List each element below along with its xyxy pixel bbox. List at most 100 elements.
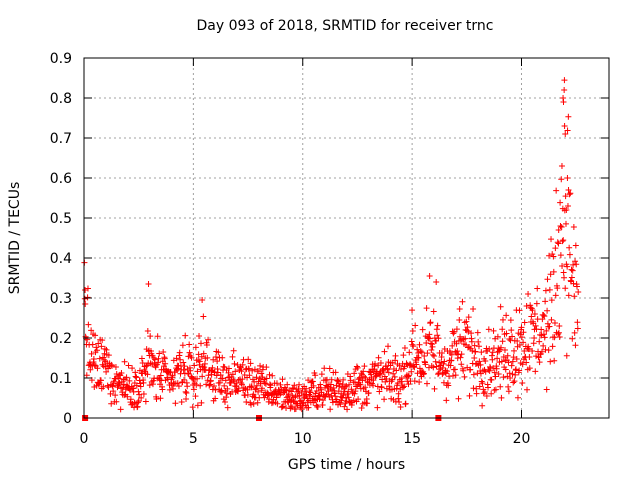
data-point (333, 396, 340, 403)
data-point (551, 357, 558, 364)
data-point (460, 367, 467, 374)
data-point (195, 357, 202, 364)
data-point (214, 369, 221, 376)
data-point (94, 365, 101, 372)
data-point (201, 360, 208, 367)
data-point (224, 385, 231, 392)
data-point (549, 343, 556, 350)
data-point (377, 359, 384, 366)
data-point (433, 279, 440, 285)
data-point (560, 99, 567, 105)
data-point (142, 398, 149, 405)
data-point (432, 358, 439, 365)
data-point (239, 361, 246, 368)
data-point (518, 324, 525, 331)
data-point (360, 368, 367, 375)
data-point (554, 285, 561, 292)
data-point (250, 400, 257, 407)
data-point (337, 401, 344, 408)
data-point (332, 369, 339, 376)
data-point (535, 354, 542, 361)
data-point (473, 390, 480, 397)
data-point (246, 372, 253, 379)
data-point (526, 365, 533, 372)
data-point (555, 329, 562, 336)
data-point (246, 366, 253, 373)
data-point (477, 361, 484, 368)
data-point (82, 287, 89, 293)
data-point (210, 383, 217, 390)
data-point (562, 285, 569, 292)
data-point (416, 378, 423, 385)
data-point (320, 397, 327, 404)
data-point (199, 297, 206, 303)
data-point (311, 397, 318, 404)
data-point (411, 378, 418, 385)
data-point (380, 369, 387, 376)
data-point (83, 372, 90, 379)
data-point (557, 199, 564, 206)
data-point (401, 345, 408, 352)
data-point (516, 307, 523, 314)
data-point (571, 329, 578, 336)
data-point (520, 339, 527, 346)
data-point (89, 341, 96, 348)
data-point (129, 365, 136, 372)
y-tick-label: 0.4 (50, 251, 72, 267)
data-point (561, 77, 568, 84)
data-point (301, 394, 308, 401)
data-point (139, 359, 146, 366)
data-point (490, 365, 497, 372)
data-point (279, 376, 286, 383)
data-point (571, 293, 578, 300)
data-point (296, 381, 303, 388)
data-point (184, 383, 191, 390)
data-point (502, 366, 509, 373)
data-point (557, 223, 564, 230)
data-point (124, 393, 131, 400)
data-point (426, 273, 433, 279)
data-point (348, 386, 355, 393)
data-point (248, 383, 255, 390)
data-point (381, 396, 388, 403)
data-point (565, 187, 572, 193)
data-point (492, 373, 499, 380)
data-point (182, 332, 189, 339)
data-point (433, 326, 440, 333)
data-point (506, 336, 513, 343)
data-point (497, 383, 504, 390)
data-point (253, 374, 260, 381)
data-point (482, 358, 489, 365)
data-point (521, 319, 528, 326)
data-point (499, 338, 506, 345)
data-point (298, 406, 305, 413)
data-point (146, 382, 153, 389)
data-point (417, 348, 424, 355)
data-point (438, 349, 445, 356)
data-point (364, 400, 371, 407)
data-point (538, 326, 545, 333)
data-point (159, 386, 166, 393)
data-point (126, 377, 133, 384)
data-point (485, 384, 492, 391)
data-point (402, 400, 409, 407)
data-point (230, 376, 237, 383)
data-point (91, 362, 98, 369)
data-point (566, 251, 573, 258)
data-point (140, 379, 147, 386)
data-point (485, 326, 492, 333)
data-point (110, 388, 117, 395)
data-point (212, 354, 219, 361)
data-point (223, 394, 230, 401)
data-point (476, 383, 483, 390)
data-point (121, 358, 128, 365)
data-point (183, 390, 190, 397)
data-point (431, 353, 438, 360)
data-point (345, 388, 352, 395)
data-point (269, 372, 276, 379)
data-point (564, 175, 571, 181)
data-point (261, 394, 268, 401)
data-point (99, 337, 106, 344)
data-point (321, 365, 328, 372)
data-point (352, 388, 359, 395)
